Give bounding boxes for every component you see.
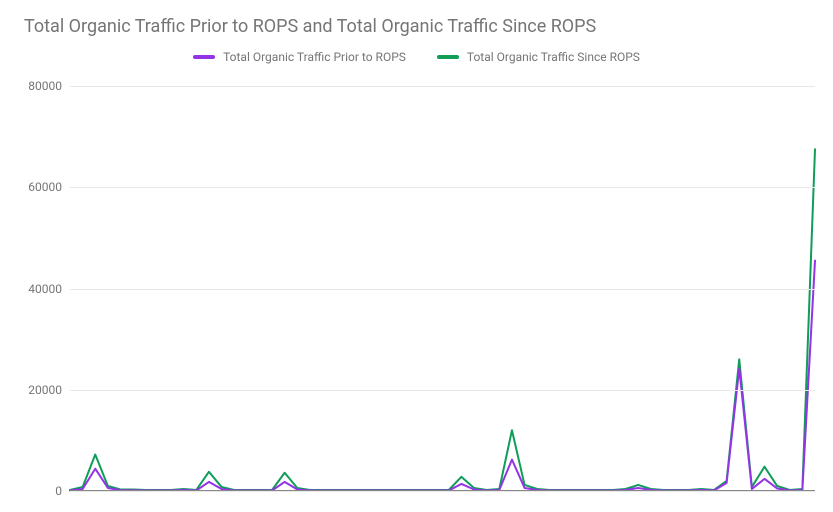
series-line — [70, 149, 815, 490]
legend-label-since: Total Organic Traffic Since ROPS — [467, 50, 640, 64]
y-tick-label: 60000 — [28, 180, 62, 194]
gridline — [70, 390, 815, 391]
gridline — [70, 491, 815, 492]
gridline — [70, 86, 815, 87]
legend-swatch-since — [437, 55, 459, 59]
chart-title: Total Organic Traffic Prior to ROPS and … — [24, 16, 596, 37]
legend-label-prior: Total Organic Traffic Prior to ROPS — [223, 50, 406, 64]
legend-swatch-prior — [193, 55, 215, 59]
series-line — [70, 261, 815, 491]
y-tick-label: 40000 — [28, 282, 62, 296]
gridline — [70, 289, 815, 290]
legend-item-prior: Total Organic Traffic Prior to ROPS — [193, 50, 406, 64]
legend-item-since: Total Organic Traffic Since ROPS — [437, 50, 640, 64]
gridline — [70, 187, 815, 188]
y-tick-label: 0 — [55, 484, 62, 498]
legend: Total Organic Traffic Prior to ROPS Tota… — [0, 48, 833, 64]
chart-container: Total Organic Traffic Prior to ROPS and … — [0, 0, 833, 512]
plot-area: 020000400006000080000 — [70, 86, 815, 491]
y-tick-label: 80000 — [28, 79, 62, 93]
y-tick-label: 20000 — [28, 383, 62, 397]
